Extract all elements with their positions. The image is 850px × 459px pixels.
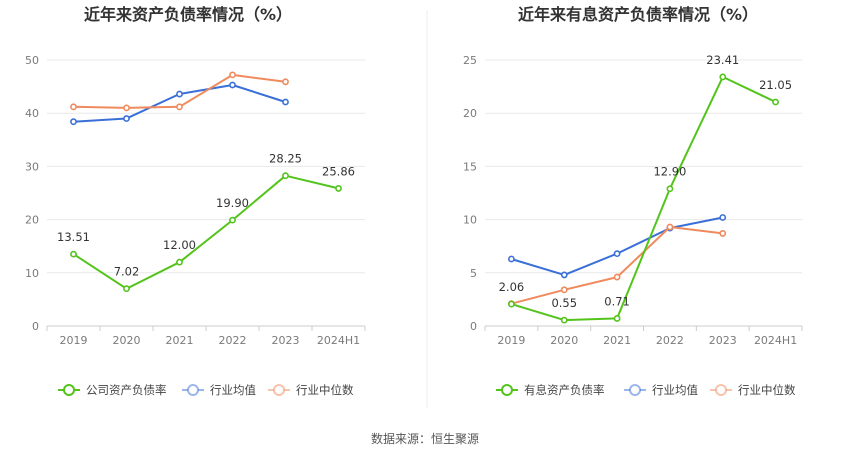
- y-tick-label: 50: [25, 54, 39, 67]
- legend-label: 行业中位数: [738, 383, 796, 397]
- legend-item: 行业均值: [182, 383, 256, 397]
- y-tick-label: 10: [463, 214, 477, 227]
- y-tick-label: 40: [25, 107, 39, 120]
- data-label: 28.25: [269, 152, 302, 166]
- series-line: [511, 226, 723, 305]
- data-point: [123, 104, 130, 112]
- data-label: 19.90: [216, 196, 249, 210]
- data-point: [123, 115, 130, 122]
- legend-swatch-marker: [187, 384, 199, 396]
- y-tick-label: 20: [25, 214, 39, 227]
- data-label: 0.71: [604, 294, 630, 308]
- legend-swatch-marker: [629, 384, 641, 396]
- x-tick-label: 2019: [497, 334, 525, 347]
- data-point: [176, 103, 183, 111]
- data-point: [666, 223, 674, 231]
- y-tick-label: 30: [25, 160, 39, 173]
- legend-item: 公司资产负债率: [58, 383, 167, 397]
- data-point: [560, 271, 568, 279]
- legend-item: 行业中位数: [268, 383, 354, 397]
- data-point: [719, 73, 727, 81]
- data-label: 12.90: [653, 165, 686, 179]
- data-point: [70, 250, 77, 258]
- x-tick-label: 2020: [113, 334, 141, 347]
- data-point: [613, 273, 621, 281]
- x-tick-label: 2023: [709, 334, 737, 347]
- data-point: [613, 315, 621, 322]
- data-point: [70, 103, 77, 111]
- y-tick-label: 0: [470, 320, 477, 333]
- legend-item: 行业均值: [624, 383, 698, 397]
- legend-swatch-marker: [63, 384, 75, 396]
- data-point: [282, 172, 289, 180]
- series-line: [73, 84, 286, 123]
- chart-panel-1: 近年来资产负债率情况（%） 0 10 20 30 40 50 2019 2020 2021 2022…: [25, 5, 366, 397]
- data-point: [508, 300, 515, 308]
- legend-swatch-marker: [273, 384, 285, 396]
- chart-panel-2: 近年来有息资产负债率情况（%） 0 5 10 15 20 25 2019 2020 2021 202…: [463, 5, 803, 397]
- y-tick-label: 20: [463, 107, 477, 120]
- data-label: 7.02: [114, 265, 140, 279]
- data-point: [282, 98, 289, 106]
- y-tick-label: 15: [463, 160, 477, 173]
- legend-label: 行业均值: [652, 383, 698, 397]
- legend-swatch-marker: [715, 384, 727, 396]
- data-point: [229, 81, 236, 89]
- y-tick-label: 10: [25, 267, 39, 280]
- data-point: [70, 118, 77, 126]
- data-point: [229, 216, 236, 224]
- y-tick-label: 5: [470, 267, 477, 280]
- data-label: 13.51: [57, 230, 90, 244]
- legend-label: 有息资产负债率: [524, 383, 605, 397]
- data-point: [719, 214, 727, 221]
- data-label: 2.06: [499, 280, 525, 294]
- legend-label: 行业中位数: [296, 383, 354, 397]
- data-label: 23.41: [706, 53, 739, 67]
- series-line: [511, 75, 777, 322]
- data-point: [176, 90, 183, 98]
- x-tick-label: 2021: [166, 334, 194, 347]
- chart-title: 近年来资产负债率情况（%）: [84, 5, 292, 24]
- data-point: [176, 258, 183, 266]
- y-tick-label: 0: [32, 320, 39, 333]
- x-tick-label: 2019: [60, 334, 88, 347]
- x-tick-label: 2022: [219, 334, 247, 347]
- data-point: [229, 71, 236, 79]
- data-point: [335, 185, 342, 192]
- data-label: 25.86: [322, 164, 355, 178]
- x-tick-label: 2021: [603, 334, 631, 347]
- x-tick-label: 2023: [272, 334, 300, 347]
- source-label: 数据来源：恒生聚源: [371, 431, 479, 446]
- data-label: 12.00: [163, 238, 196, 252]
- x-tick-label: 2020: [550, 334, 578, 347]
- chart-title: 近年来有息资产负债率情况（%）: [518, 5, 758, 24]
- data-point: [508, 255, 515, 263]
- series-line: [72, 174, 339, 290]
- data-point: [719, 230, 727, 237]
- x-tick-label: 2022: [656, 334, 684, 347]
- data-point: [560, 286, 568, 294]
- data-point: [282, 78, 289, 86]
- x-tick-label: 2024H1: [754, 334, 797, 347]
- data-point: [666, 185, 674, 193]
- data-label: 0.55: [551, 296, 577, 310]
- data-label: 21.05: [759, 78, 792, 92]
- x-tick-label: 2024H1: [317, 334, 360, 347]
- data-point: [772, 98, 779, 106]
- legend-label: 公司资产负债率: [86, 383, 167, 397]
- series-line: [511, 216, 723, 276]
- legend-label: 行业均值: [210, 383, 256, 397]
- legend-item: 行业中位数: [710, 383, 796, 397]
- data-point: [560, 316, 568, 324]
- legend-item: 有息资产负债率: [496, 383, 605, 397]
- y-tick-label: 25: [463, 54, 477, 67]
- data-point: [613, 250, 621, 258]
- data-point: [123, 285, 130, 293]
- legend-swatch-marker: [501, 384, 513, 396]
